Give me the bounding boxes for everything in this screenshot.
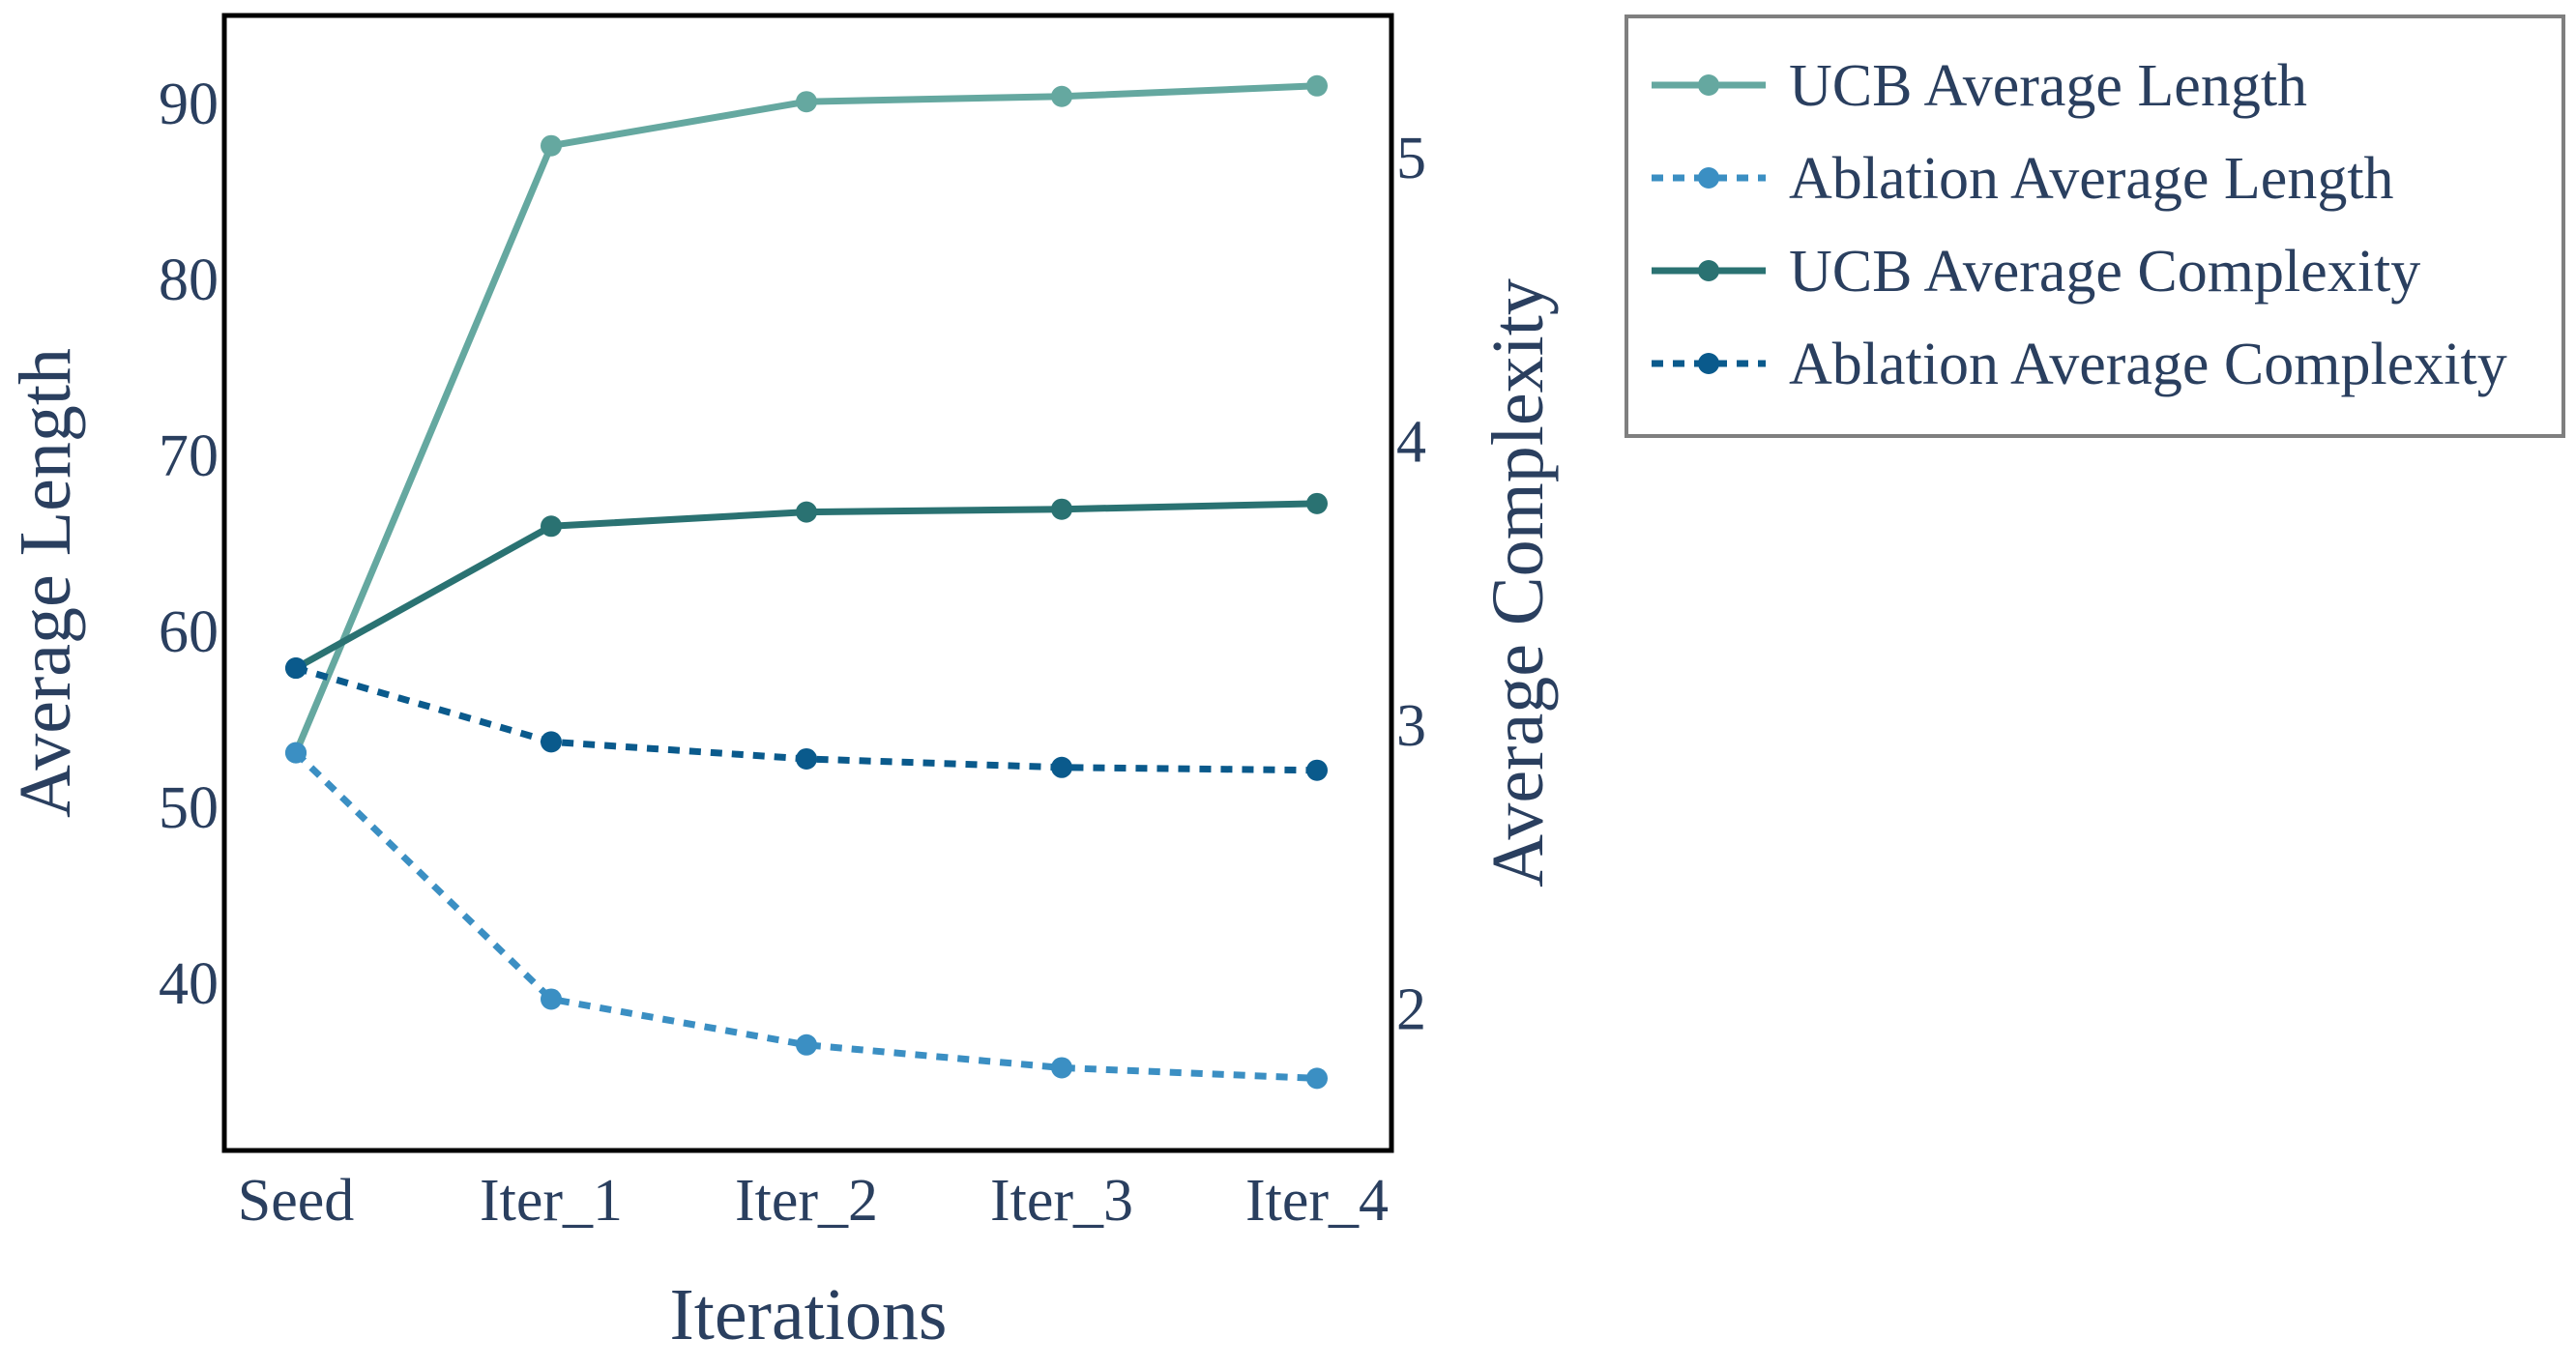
legend-label: UCB Average Length <box>1789 53 2307 119</box>
y2-tick-label: 4 <box>1396 409 1426 475</box>
y2-axis-title: Average Complexity <box>1478 278 1559 888</box>
x-tick-label: Seed <box>238 1168 355 1234</box>
legend-label: UCB Average Complexity <box>1789 239 2420 305</box>
series-ablation-average-length <box>285 742 1328 1090</box>
y2-tick-label: 2 <box>1396 976 1426 1042</box>
y-axis-title: Average Length <box>5 348 86 818</box>
x-tick-labels: Seed Iter_1 Iter_2 Iter_3 Iter_4 <box>238 1168 1389 1234</box>
x-tick-label: Iter_3 <box>990 1168 1133 1234</box>
legend-label: Ablation Average Complexity <box>1789 332 2507 397</box>
data-point <box>1306 759 1328 781</box>
x-tick-label: Iter_2 <box>735 1168 878 1234</box>
data-point <box>1306 74 1328 97</box>
series-ucb-average-length <box>285 74 1328 764</box>
legend-box <box>1625 15 2565 438</box>
y2-tick-labels: 2 3 4 5 <box>1396 126 1426 1043</box>
data-point <box>541 515 562 538</box>
legend: UCB Average Length Ablation Average Lengt… <box>1625 15 2565 438</box>
data-point <box>541 731 562 753</box>
y-tick-label: 50 <box>159 775 219 841</box>
legend-swatch-marker <box>1698 167 1719 189</box>
y-tick-label: 80 <box>159 247 219 313</box>
legend-item: UCB Average Complexity <box>1652 239 2420 305</box>
series-line <box>292 82 1318 755</box>
data-point <box>1051 85 1072 107</box>
series-line <box>293 750 1318 1082</box>
y-tick-label: 40 <box>159 951 219 1017</box>
y-tick-label: 90 <box>159 72 219 137</box>
data-point <box>541 134 562 157</box>
data-point <box>1051 756 1072 778</box>
legend-label: Ablation Average Length <box>1789 146 2394 212</box>
y-tick-label: 70 <box>159 423 219 489</box>
legend-item: UCB Average Length <box>1652 53 2307 119</box>
series-ucb-average-complexity <box>285 492 1328 680</box>
data-point <box>796 501 817 523</box>
series-ablation-average-complexity <box>285 657 1328 781</box>
legend-swatch-marker <box>1698 353 1719 374</box>
data-point <box>285 657 307 680</box>
data-point <box>796 91 817 113</box>
y2-tick-label: 5 <box>1396 126 1426 191</box>
legend-item: Ablation Average Complexity <box>1652 332 2507 397</box>
series-line <box>294 500 1318 672</box>
legend-swatch-marker <box>1698 260 1719 281</box>
data-point <box>1306 492 1328 514</box>
data-point <box>541 988 562 1010</box>
data-point <box>796 747 817 770</box>
series-layer <box>285 74 1328 1090</box>
y-tick-labels: 40 50 60 70 80 90 <box>159 72 219 1017</box>
legend-items: UCB Average Length Ablation Average Lengt… <box>1652 53 2507 397</box>
data-point <box>1051 1057 1072 1079</box>
y2-tick-label: 3 <box>1396 693 1426 759</box>
data-point <box>1306 1067 1328 1090</box>
plot-frame <box>221 13 1394 1153</box>
legend-swatch-marker <box>1698 74 1719 96</box>
x-tick-label: Iter_1 <box>480 1168 623 1234</box>
legend-item: Ablation Average Length <box>1652 146 2394 212</box>
data-point <box>1051 498 1072 520</box>
x-axis-title: Iterations <box>669 1274 947 1355</box>
x-tick-label: Iter_4 <box>1245 1168 1389 1234</box>
y-tick-label: 60 <box>159 599 219 665</box>
data-point <box>285 742 307 764</box>
data-point <box>796 1033 817 1056</box>
